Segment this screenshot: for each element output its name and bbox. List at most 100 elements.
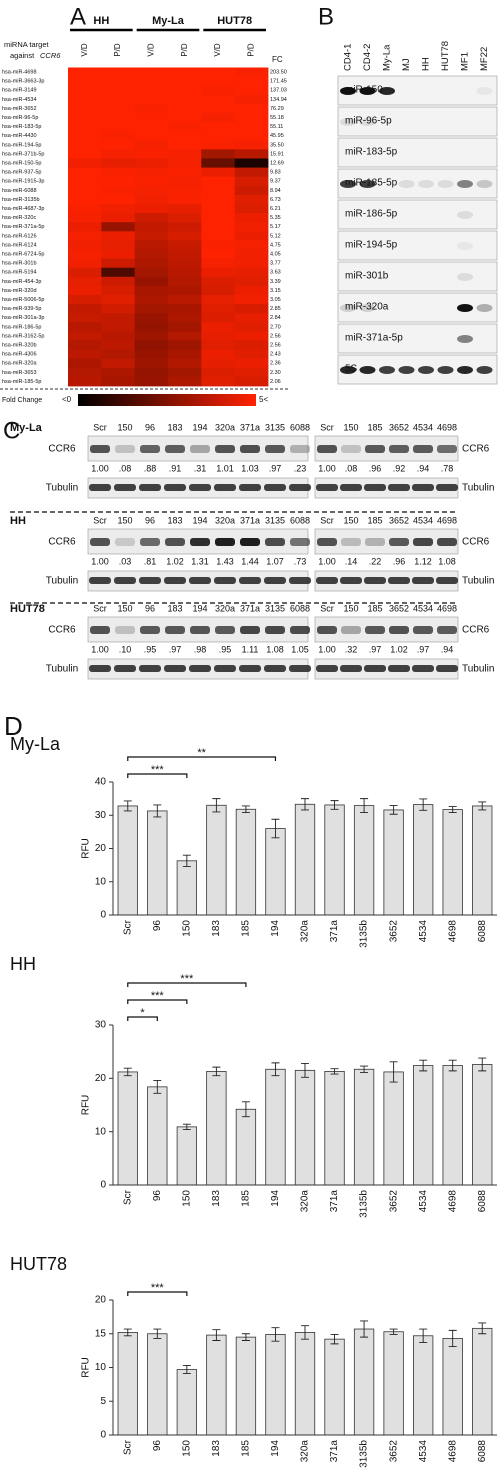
tubulin-band xyxy=(214,665,236,672)
quant-value: .32 xyxy=(345,644,358,654)
error-bar xyxy=(330,800,339,810)
row-label: hsa-miR-186-5p xyxy=(2,324,41,330)
quant-value: .97 xyxy=(417,644,430,654)
row-label: hsa-miR-4534 xyxy=(2,97,37,103)
heatmap-cell xyxy=(68,158,102,168)
heatmap-cell xyxy=(134,349,169,360)
heatmap-cell xyxy=(134,94,169,105)
tubulin-band xyxy=(89,484,111,491)
heatmap-cell xyxy=(68,276,102,287)
heatmap-cell xyxy=(168,122,202,132)
heatmap-cell xyxy=(134,158,169,168)
lane-label: Scr xyxy=(320,422,334,432)
y-axis-label: RFU xyxy=(81,838,92,859)
tubulin-band xyxy=(189,577,211,584)
heatmap-cell xyxy=(234,304,269,314)
probe-label: miR-183-5p xyxy=(345,147,398,158)
lane-label: 320a xyxy=(215,422,235,432)
heatmap-cell xyxy=(134,176,169,187)
band xyxy=(317,626,337,634)
tubulin-band xyxy=(264,665,286,672)
blot xyxy=(337,199,498,230)
bar xyxy=(442,1065,463,1186)
fc-value: 3.05 xyxy=(270,297,281,303)
heatmap-cell xyxy=(168,231,202,241)
heatmap-cell xyxy=(101,276,136,287)
quant-value: 1.07 xyxy=(266,556,284,566)
heatmap-cell xyxy=(168,376,202,387)
heatmap-cell xyxy=(201,149,236,159)
y-tick-label: 10 xyxy=(95,1126,107,1137)
y-axis-label: RFU xyxy=(81,1357,92,1378)
heatmap-cell xyxy=(68,349,102,360)
bar xyxy=(265,828,286,916)
error-bar xyxy=(123,800,132,812)
control-label: Tubulin xyxy=(462,576,494,587)
band xyxy=(476,87,493,95)
band xyxy=(365,538,385,546)
legend-title: Fold Change xyxy=(2,397,42,404)
error-bar xyxy=(182,1123,191,1130)
x-tick-label: Scr xyxy=(122,919,133,935)
heatmap-cell xyxy=(201,176,236,187)
fc-value: 2.36 xyxy=(270,361,281,367)
x-tick-label: 6088 xyxy=(477,1440,488,1463)
control-label: Tubulin xyxy=(46,664,78,675)
significance-bracket xyxy=(127,982,247,987)
heatmap-cell xyxy=(101,204,136,214)
axis xyxy=(112,782,497,916)
heatmap-cell xyxy=(134,313,169,323)
band xyxy=(240,626,260,634)
heatmap-cell xyxy=(168,258,202,269)
lane-label: 150 xyxy=(343,422,358,432)
probe-label: CCR6 xyxy=(48,537,76,548)
heatmap-cell xyxy=(168,304,202,314)
band xyxy=(90,538,110,546)
lane-label: 185 xyxy=(367,515,382,525)
row-label: hsa-miR-320b xyxy=(2,343,37,349)
lane-label: 4534 xyxy=(413,422,433,432)
lane-label: 3135 xyxy=(265,515,285,525)
bar xyxy=(235,808,257,916)
heatmap-cell xyxy=(201,213,236,223)
heatmap-cell xyxy=(234,67,269,77)
probe-label: CCR6 xyxy=(462,444,490,455)
heatmap-cell xyxy=(201,295,236,305)
error-bar xyxy=(448,1059,457,1072)
lane-label: 150 xyxy=(117,603,132,613)
fc-value: 6.73 xyxy=(270,197,281,203)
error-bar xyxy=(301,1062,309,1078)
error-bar xyxy=(360,1320,369,1338)
heatmap-cell xyxy=(68,185,102,196)
heatmap-cell xyxy=(101,167,136,178)
heatmap-cell xyxy=(201,158,236,168)
heatmap-cell xyxy=(234,249,269,259)
band xyxy=(165,626,185,634)
heatmap-cell xyxy=(101,322,136,332)
heatmap-cell xyxy=(234,158,269,168)
blot xyxy=(314,528,459,555)
x-tick-label: 320a xyxy=(300,1190,311,1213)
blot xyxy=(337,106,498,137)
heatmap-cell xyxy=(134,113,169,123)
lane-label: 4534 xyxy=(413,603,433,613)
significance-label: *** xyxy=(151,1282,165,1294)
error-bar xyxy=(419,1059,428,1072)
probe-label: CCR6 xyxy=(48,444,76,455)
fc-value: 15.91 xyxy=(270,151,284,157)
significance-label: *** xyxy=(151,764,165,776)
fc-value: 5.12 xyxy=(270,233,281,239)
probe-label: CCR6 xyxy=(462,537,490,548)
tubulin-band xyxy=(139,665,161,672)
bar xyxy=(206,804,227,916)
significance-label: *** xyxy=(151,990,165,1002)
quant-value: 1.02 xyxy=(166,556,184,566)
bar xyxy=(235,1108,257,1186)
heatmap-cell xyxy=(234,76,269,87)
heatmap-cell xyxy=(234,295,269,305)
bar xyxy=(413,804,434,916)
quant-value: 1.01 xyxy=(216,463,234,473)
significance-bracket xyxy=(127,756,277,761)
tubulin-band xyxy=(164,665,186,672)
x-tick-label: 3652 xyxy=(388,1190,399,1213)
